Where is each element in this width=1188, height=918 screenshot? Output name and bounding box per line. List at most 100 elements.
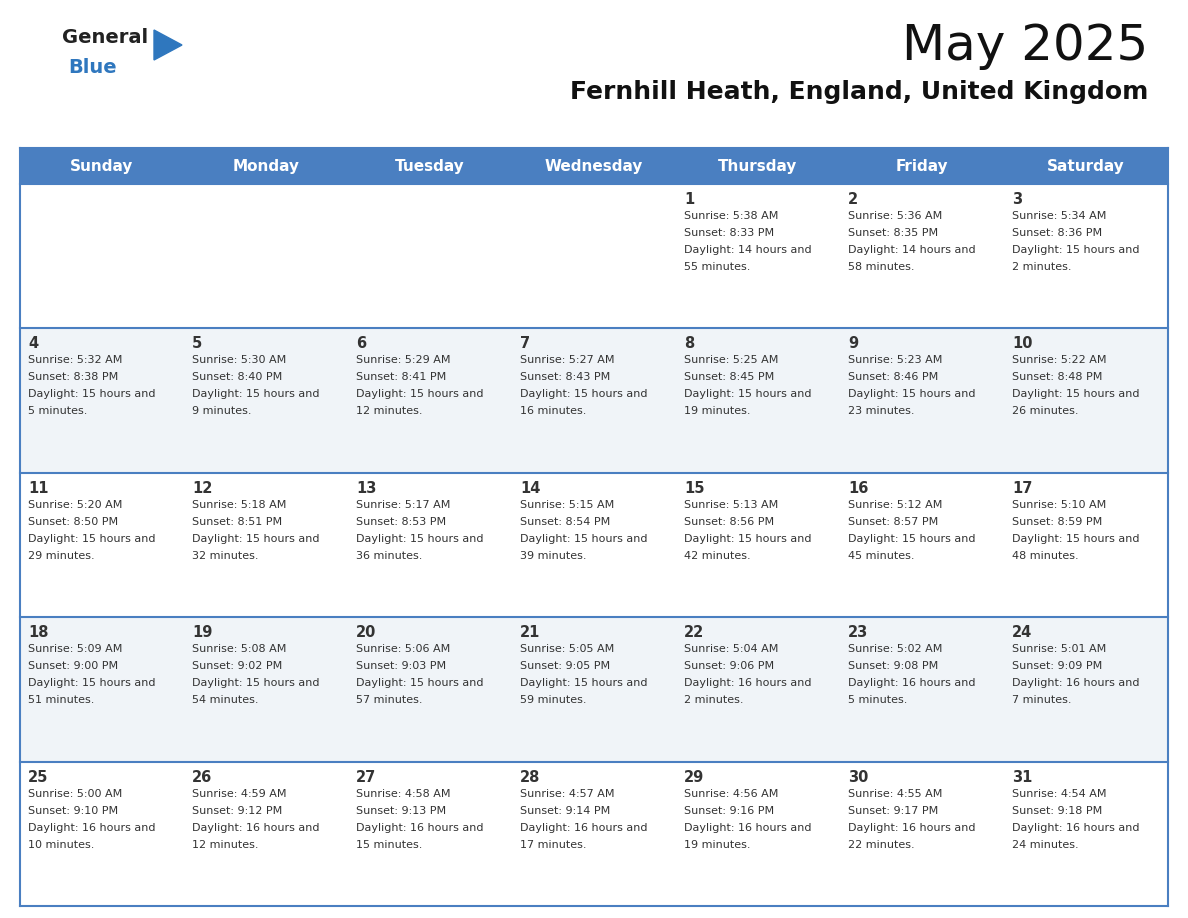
Text: Sunrise: 5:32 AM: Sunrise: 5:32 AM xyxy=(29,355,122,365)
Text: Sunrise: 5:05 AM: Sunrise: 5:05 AM xyxy=(520,644,614,655)
Text: Daylight: 15 hours and: Daylight: 15 hours and xyxy=(356,533,484,543)
Bar xyxy=(20,329,1168,473)
Text: 5 minutes.: 5 minutes. xyxy=(29,407,88,417)
Text: Sunset: 8:35 PM: Sunset: 8:35 PM xyxy=(848,228,939,238)
Text: Daylight: 15 hours and: Daylight: 15 hours and xyxy=(1012,245,1139,255)
Text: Sunset: 8:51 PM: Sunset: 8:51 PM xyxy=(192,517,282,527)
Text: Daylight: 16 hours and: Daylight: 16 hours and xyxy=(356,823,484,833)
Bar xyxy=(20,617,1168,762)
Text: Daylight: 15 hours and: Daylight: 15 hours and xyxy=(192,533,320,543)
Text: Sunset: 8:43 PM: Sunset: 8:43 PM xyxy=(520,373,611,383)
Text: Sunset: 9:05 PM: Sunset: 9:05 PM xyxy=(520,661,611,671)
Text: 10: 10 xyxy=(1012,336,1032,352)
Text: Sunrise: 5:12 AM: Sunrise: 5:12 AM xyxy=(848,499,942,509)
Text: 20: 20 xyxy=(356,625,377,640)
Text: Sunday: Sunday xyxy=(70,159,134,174)
Text: Wednesday: Wednesday xyxy=(545,159,643,174)
Text: 45 minutes.: 45 minutes. xyxy=(848,551,915,561)
Text: 48 minutes.: 48 minutes. xyxy=(1012,551,1079,561)
Text: 18: 18 xyxy=(29,625,49,640)
Text: 51 minutes.: 51 minutes. xyxy=(29,695,94,705)
Text: 7 minutes.: 7 minutes. xyxy=(1012,695,1072,705)
Text: Sunrise: 5:09 AM: Sunrise: 5:09 AM xyxy=(29,644,122,655)
Text: 54 minutes.: 54 minutes. xyxy=(192,695,259,705)
Text: Blue: Blue xyxy=(68,58,116,77)
Text: 30: 30 xyxy=(848,769,868,785)
Text: Tuesday: Tuesday xyxy=(396,159,465,174)
Text: Daylight: 15 hours and: Daylight: 15 hours and xyxy=(520,533,647,543)
Text: 55 minutes.: 55 minutes. xyxy=(684,262,751,272)
Text: 24 minutes.: 24 minutes. xyxy=(1012,840,1079,849)
Text: Sunrise: 4:55 AM: Sunrise: 4:55 AM xyxy=(848,789,942,799)
Text: 9: 9 xyxy=(848,336,858,352)
Text: Sunrise: 5:13 AM: Sunrise: 5:13 AM xyxy=(684,499,778,509)
Text: Sunset: 8:33 PM: Sunset: 8:33 PM xyxy=(684,228,775,238)
Text: Sunset: 8:40 PM: Sunset: 8:40 PM xyxy=(192,373,283,383)
Text: Daylight: 15 hours and: Daylight: 15 hours and xyxy=(684,389,811,399)
Text: 8: 8 xyxy=(684,336,694,352)
Text: Sunset: 8:36 PM: Sunset: 8:36 PM xyxy=(1012,228,1102,238)
Text: 27: 27 xyxy=(356,769,377,785)
Text: Sunrise: 5:25 AM: Sunrise: 5:25 AM xyxy=(684,355,778,365)
Text: Sunrise: 4:54 AM: Sunrise: 4:54 AM xyxy=(1012,789,1106,799)
Text: Sunset: 8:56 PM: Sunset: 8:56 PM xyxy=(684,517,775,527)
Text: Daylight: 15 hours and: Daylight: 15 hours and xyxy=(356,389,484,399)
Text: Sunrise: 5:36 AM: Sunrise: 5:36 AM xyxy=(848,211,942,221)
Text: Sunset: 9:17 PM: Sunset: 9:17 PM xyxy=(848,806,939,815)
Text: 10 minutes.: 10 minutes. xyxy=(29,840,94,849)
Text: Sunrise: 5:17 AM: Sunrise: 5:17 AM xyxy=(356,499,450,509)
Text: Saturday: Saturday xyxy=(1047,159,1125,174)
Text: Sunset: 9:18 PM: Sunset: 9:18 PM xyxy=(1012,806,1102,815)
Text: 17 minutes.: 17 minutes. xyxy=(520,840,587,849)
Text: 1: 1 xyxy=(684,192,694,207)
Text: Daylight: 16 hours and: Daylight: 16 hours and xyxy=(1012,823,1139,833)
Text: Sunset: 8:53 PM: Sunset: 8:53 PM xyxy=(356,517,447,527)
Text: Daylight: 16 hours and: Daylight: 16 hours and xyxy=(848,823,975,833)
Bar xyxy=(20,473,1168,617)
Text: 14: 14 xyxy=(520,481,541,496)
Text: Daylight: 16 hours and: Daylight: 16 hours and xyxy=(192,823,320,833)
Text: Sunrise: 5:27 AM: Sunrise: 5:27 AM xyxy=(520,355,614,365)
Text: Sunset: 9:14 PM: Sunset: 9:14 PM xyxy=(520,806,611,815)
Text: Sunset: 9:02 PM: Sunset: 9:02 PM xyxy=(192,661,283,671)
Text: 21: 21 xyxy=(520,625,541,640)
Text: 36 minutes.: 36 minutes. xyxy=(356,551,423,561)
Text: Sunset: 9:08 PM: Sunset: 9:08 PM xyxy=(848,661,939,671)
Text: General: General xyxy=(62,28,148,47)
Text: Daylight: 15 hours and: Daylight: 15 hours and xyxy=(192,678,320,688)
Text: Daylight: 16 hours and: Daylight: 16 hours and xyxy=(520,823,647,833)
Text: 42 minutes.: 42 minutes. xyxy=(684,551,751,561)
Text: 11: 11 xyxy=(29,481,49,496)
Text: Daylight: 16 hours and: Daylight: 16 hours and xyxy=(1012,678,1139,688)
Text: Sunrise: 5:00 AM: Sunrise: 5:00 AM xyxy=(29,789,122,799)
Text: Sunrise: 4:58 AM: Sunrise: 4:58 AM xyxy=(356,789,450,799)
Text: 15 minutes.: 15 minutes. xyxy=(356,840,423,849)
Text: Daylight: 15 hours and: Daylight: 15 hours and xyxy=(848,533,975,543)
Text: Daylight: 16 hours and: Daylight: 16 hours and xyxy=(29,823,156,833)
Text: Sunrise: 5:29 AM: Sunrise: 5:29 AM xyxy=(356,355,450,365)
Text: Daylight: 14 hours and: Daylight: 14 hours and xyxy=(684,245,811,255)
Text: 19 minutes.: 19 minutes. xyxy=(684,840,751,849)
Text: 57 minutes.: 57 minutes. xyxy=(356,695,423,705)
Text: Fernhill Heath, England, United Kingdom: Fernhill Heath, England, United Kingdom xyxy=(569,80,1148,104)
Text: Sunrise: 5:10 AM: Sunrise: 5:10 AM xyxy=(1012,499,1106,509)
Text: Daylight: 15 hours and: Daylight: 15 hours and xyxy=(1012,389,1139,399)
Text: Sunset: 8:46 PM: Sunset: 8:46 PM xyxy=(848,373,939,383)
Text: 12 minutes.: 12 minutes. xyxy=(192,840,259,849)
Text: Sunrise: 5:04 AM: Sunrise: 5:04 AM xyxy=(684,644,778,655)
Text: Sunrise: 5:30 AM: Sunrise: 5:30 AM xyxy=(192,355,286,365)
Text: Daylight: 15 hours and: Daylight: 15 hours and xyxy=(29,678,156,688)
Text: 31: 31 xyxy=(1012,769,1032,785)
Text: Sunset: 9:16 PM: Sunset: 9:16 PM xyxy=(684,806,775,815)
Text: 22: 22 xyxy=(684,625,704,640)
Text: Sunset: 8:57 PM: Sunset: 8:57 PM xyxy=(848,517,939,527)
Text: Sunset: 9:03 PM: Sunset: 9:03 PM xyxy=(356,661,447,671)
Text: Daylight: 16 hours and: Daylight: 16 hours and xyxy=(684,823,811,833)
Text: 39 minutes.: 39 minutes. xyxy=(520,551,587,561)
Text: Sunset: 8:38 PM: Sunset: 8:38 PM xyxy=(29,373,119,383)
Bar xyxy=(20,762,1168,906)
Text: 17: 17 xyxy=(1012,481,1032,496)
Text: 28: 28 xyxy=(520,769,541,785)
Text: 13: 13 xyxy=(356,481,377,496)
Text: Sunrise: 4:56 AM: Sunrise: 4:56 AM xyxy=(684,789,778,799)
